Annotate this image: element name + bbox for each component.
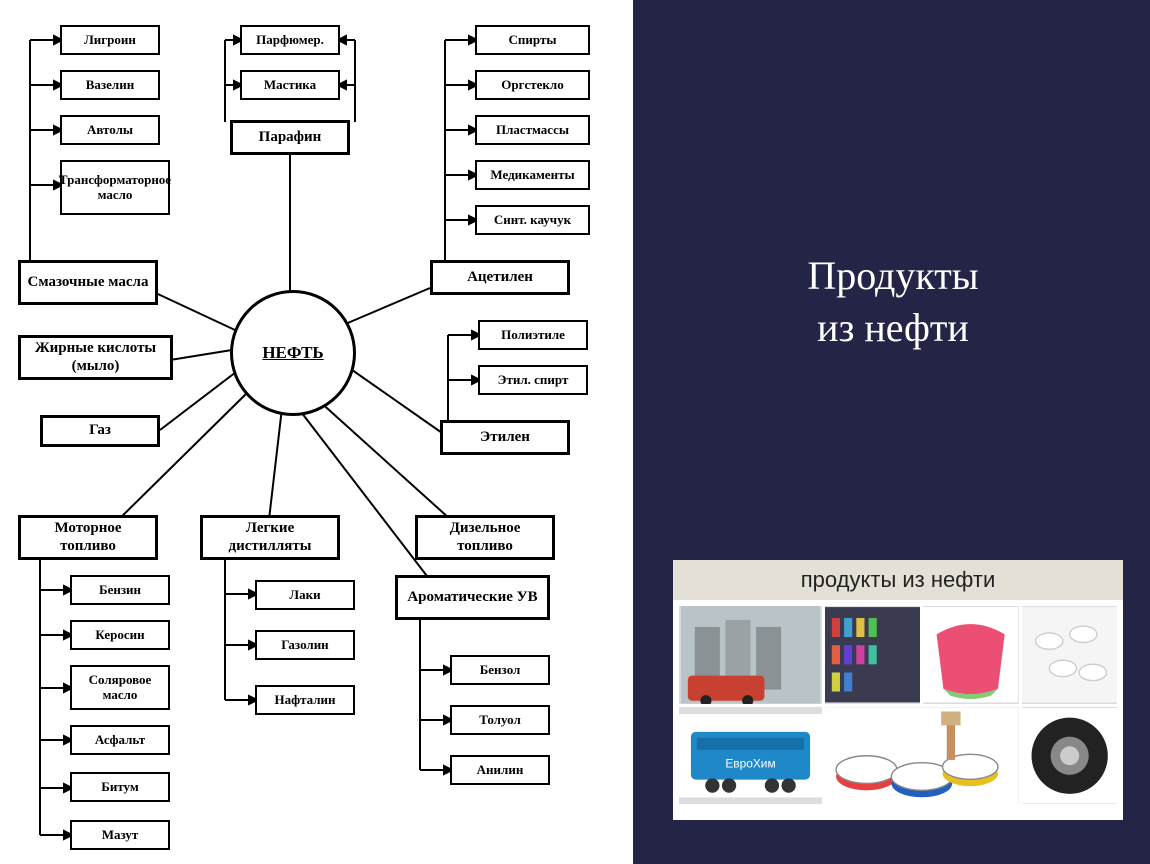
box-mazut: Мазут bbox=[70, 820, 170, 850]
box-motornoe: Моторное топливо bbox=[18, 515, 158, 560]
collage-cell-plastic bbox=[923, 606, 1018, 704]
box-gaz: Газ bbox=[40, 415, 160, 447]
box-plastmassy: Пластмассы bbox=[475, 115, 590, 145]
box-benzol: Бензол bbox=[450, 655, 550, 685]
box-smazmasla: Смазочные масла bbox=[18, 260, 158, 305]
collage-cell-wagon: ЕвроХим bbox=[679, 707, 822, 805]
box-legkiedist: Легкие дистилляты bbox=[200, 515, 340, 560]
diagram-panel: НЕФТЬ Парафин Парфюмер. Мастика Смазочны… bbox=[0, 0, 633, 864]
box-zhkisloty: Жирные кислоты (мыло) bbox=[18, 335, 173, 380]
box-etilspirt: Этил. спирт bbox=[478, 365, 588, 395]
box-naftalin: Нафталин bbox=[255, 685, 355, 715]
box-solyarmaslo: Соляровое масло bbox=[70, 665, 170, 710]
box-anilin: Анилин bbox=[450, 755, 550, 785]
box-ligroin: Лигроин bbox=[60, 25, 160, 55]
slide-title: Продукты из нефти bbox=[683, 250, 1103, 354]
box-sintkauchuk: Синт. каучук bbox=[475, 205, 590, 235]
box-parafin: Парафин bbox=[230, 120, 350, 155]
box-polietile: Полиэтиле bbox=[478, 320, 588, 350]
collage-grid: ЕвроХим bbox=[673, 600, 1123, 810]
image-collage: продукты из нефти ЕвроХим bbox=[673, 560, 1123, 820]
box-orgsteklo: Оргстекло bbox=[475, 70, 590, 100]
box-spirty: Спирты bbox=[475, 25, 590, 55]
box-aromuv: Ароматические УВ bbox=[395, 575, 550, 620]
svg-text:ЕвроХим: ЕвроХим bbox=[725, 756, 775, 770]
collage-cell-tanks bbox=[679, 606, 822, 704]
box-transmaslo: Трансформаторное масло bbox=[60, 160, 170, 215]
title-line-1: Продукты bbox=[807, 253, 978, 298]
box-mastika: Мастика bbox=[240, 70, 340, 100]
title-panel: Продукты из нефти продукты из нефти Евро… bbox=[633, 0, 1150, 864]
collage-cell-shelf bbox=[825, 606, 920, 704]
box-vaselin: Вазелин bbox=[60, 70, 160, 100]
collage-cell-paints bbox=[825, 707, 1019, 805]
box-acetilen: Ацетилен bbox=[430, 260, 570, 295]
box-laki: Лаки bbox=[255, 580, 355, 610]
box-diztop: Дизельное топливо bbox=[415, 515, 555, 560]
box-etilen: Этилен bbox=[440, 420, 570, 455]
collage-header: продукты из нефти bbox=[673, 560, 1123, 600]
box-avtoly: Автолы bbox=[60, 115, 160, 145]
box-bitum: Битум bbox=[70, 772, 170, 802]
box-toluol: Толуол bbox=[450, 705, 550, 735]
title-line-2: из нефти bbox=[817, 305, 969, 350]
box-medikamenty: Медикаменты bbox=[475, 160, 590, 190]
box-kerosin: Керосин bbox=[70, 620, 170, 650]
box-gazolin: Газолин bbox=[255, 630, 355, 660]
collage-cell-tire bbox=[1022, 707, 1117, 805]
box-asfalt: Асфальт bbox=[70, 725, 170, 755]
collage-cell-pills bbox=[1022, 606, 1117, 704]
box-benzin: Бензин bbox=[70, 575, 170, 605]
center-node: НЕФТЬ bbox=[230, 290, 356, 416]
box-parfumer: Парфюмер. bbox=[240, 25, 340, 55]
